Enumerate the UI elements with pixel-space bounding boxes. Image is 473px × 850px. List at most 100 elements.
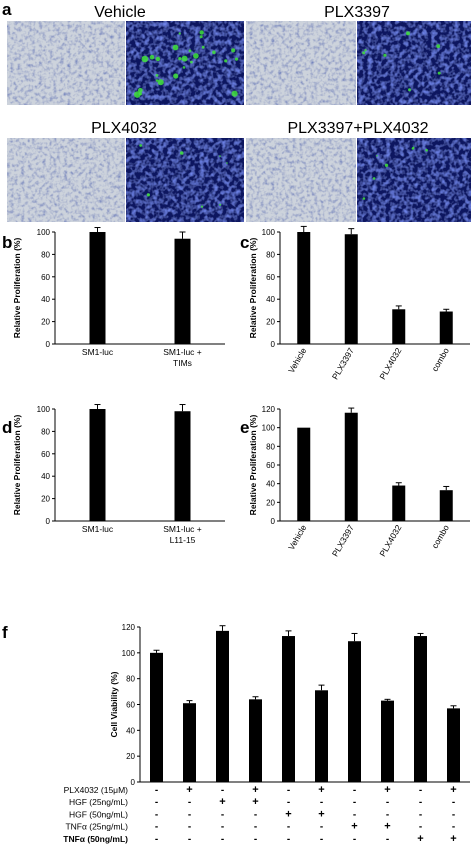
treatment-sign: - (419, 822, 422, 833)
y-tick-label: 0 (46, 517, 51, 526)
treatment-sign: - (188, 797, 191, 808)
y-tick-label: 100 (262, 228, 276, 237)
bar (297, 232, 311, 344)
green-spot (178, 32, 181, 35)
panel-e-letter: e (240, 418, 249, 437)
treatment-sign: + (384, 784, 390, 796)
bar (439, 311, 453, 344)
fluorescence-image-plx3397 (357, 21, 471, 105)
y-tick-label: 60 (126, 701, 135, 710)
green-spot (178, 57, 182, 61)
treatment-sign: - (155, 822, 158, 833)
treatment-sign: + (285, 808, 291, 820)
category-label: combo (430, 523, 452, 550)
green-spot (219, 155, 221, 157)
y-axis-label: Relative Proliferation (%) (248, 415, 258, 516)
treatment-row-label: TNFα (25ng/mL) (65, 822, 128, 832)
treatment-sign: + (318, 784, 324, 796)
green-spot (436, 44, 441, 49)
y-tick-label: 20 (41, 495, 50, 504)
treatment-sign: - (155, 785, 158, 796)
fluorescence-spots-plx3397 (362, 31, 441, 92)
bar (344, 234, 358, 344)
treatment-sign: - (353, 785, 356, 796)
bar (315, 690, 328, 782)
y-tick-label: 60 (266, 273, 275, 282)
green-spot (362, 51, 366, 55)
treatment-sign: + (252, 796, 258, 808)
he-image-vehicle (7, 21, 125, 105)
y-tick-label: 20 (266, 318, 275, 327)
green-spot (137, 87, 143, 93)
y-tick-label: 60 (266, 461, 275, 470)
bar (282, 636, 295, 782)
treatment-sign: + (252, 784, 258, 796)
green-spot (155, 56, 161, 62)
treatment-sign: - (254, 834, 257, 845)
he-image-combo (246, 138, 356, 222)
treatment-sign: - (320, 797, 323, 808)
category-label: combo (430, 346, 452, 373)
green-spot (193, 53, 199, 59)
treatment-sign: - (155, 834, 158, 845)
treatment-sign: + (384, 821, 390, 833)
micro-plx4032: PLX4032 (7, 120, 244, 222)
treatment-sign: - (287, 785, 290, 796)
category-label: Vehicle (286, 523, 309, 552)
condition-label-plx3397: PLX3397 (324, 4, 390, 21)
chart-e: 0 20 40 60 80 100 120 Relative Proliferation (%… (248, 405, 470, 558)
y-tick-label: 100 (37, 228, 51, 237)
panel-c-letter: c (240, 233, 249, 252)
bar (249, 699, 262, 782)
treatment-sign: - (320, 834, 323, 845)
treatment-row-label: HGF (25ng/mL) (69, 797, 128, 807)
category-label: PLX4032 (377, 523, 403, 559)
green-spot (139, 144, 143, 147)
y-tick-label: 80 (41, 427, 50, 436)
y-tick-label: 120 (262, 405, 276, 414)
green-spot (372, 177, 376, 180)
y-tick-label: 40 (41, 472, 50, 481)
green-spot (181, 55, 188, 62)
green-spot (141, 55, 149, 63)
y-tick-label: 60 (41, 450, 50, 459)
y-tick-label: 0 (271, 340, 276, 349)
y-tick-label: 0 (46, 340, 51, 349)
treatment-sign: - (386, 797, 389, 808)
green-spot (188, 49, 192, 53)
green-spot (134, 91, 141, 98)
treatment-sign: - (221, 834, 224, 845)
y-tick-label: 120 (122, 623, 136, 632)
bar (348, 641, 361, 782)
green-spot (219, 203, 222, 206)
y-tick-label: 80 (266, 250, 275, 259)
condition-label-vehicle: Vehicle (94, 4, 146, 21)
he-image-plx4032 (7, 138, 125, 222)
treatment-sign: - (320, 822, 323, 833)
green-spot (231, 48, 236, 53)
green-spot (231, 90, 238, 97)
bar (439, 490, 453, 521)
y-tick-label: 20 (126, 752, 135, 761)
treatment-table: PLX4032 (15μM) - + - + - + - + - +HGF (25ng/mL) - - +… (63, 784, 456, 845)
green-spot (362, 197, 366, 200)
green-spot (212, 50, 216, 55)
fluorescence-image-plx4032 (126, 138, 244, 222)
bar (392, 485, 406, 521)
bar (150, 652, 163, 782)
green-spot (172, 44, 179, 51)
treatment-sign: - (188, 809, 191, 820)
bar (89, 409, 106, 521)
condition-label-plx4032: PLX4032 (91, 120, 157, 137)
treatment-sign: - (221, 785, 224, 796)
treatment-sign: + (318, 808, 324, 820)
bar (89, 232, 106, 344)
y-tick-label: 80 (126, 675, 135, 684)
green-spot (146, 193, 150, 197)
bar (381, 700, 394, 782)
y-tick-label: 40 (41, 295, 50, 304)
green-spot (406, 31, 410, 36)
category-label: SM1-luc + TIMs (163, 347, 202, 368)
treatment-sign: - (452, 822, 455, 833)
